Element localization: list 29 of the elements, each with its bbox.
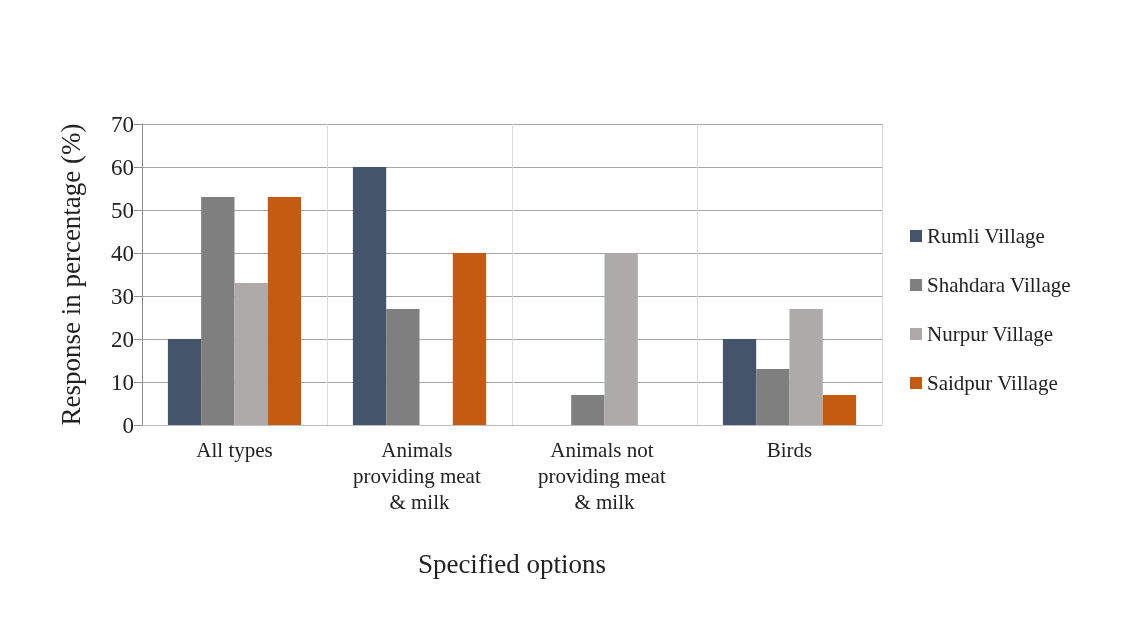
legend-label: Shahdara Village	[927, 273, 1071, 297]
x-tick-label: Animals not providing meat & milk	[538, 438, 671, 514]
bar	[822, 394, 857, 425]
x-tick-label: All types	[196, 438, 273, 462]
x-tick-label: Birds	[766, 438, 813, 462]
x-axis-title: Specified options	[417, 548, 607, 579]
bar	[352, 167, 387, 425]
bar	[756, 369, 790, 425]
y-tick-label: 50	[111, 197, 134, 223]
bar	[267, 197, 302, 425]
x-tick-label: Animals providing meat & milk	[353, 438, 486, 514]
y-tick-label: 60	[111, 154, 134, 180]
bar	[386, 308, 420, 425]
legend-label: Saidpur Village	[927, 371, 1058, 395]
bar	[167, 339, 202, 425]
legend-label: Nurpur Village	[927, 322, 1054, 346]
y-tick-label: 0	[122, 412, 134, 438]
legend-label: Rumli Village	[927, 224, 1045, 248]
bar	[234, 283, 268, 425]
bar	[722, 339, 757, 425]
bar	[201, 197, 235, 425]
y-tick-label: 40	[111, 240, 134, 266]
y-tick-label: 20	[111, 326, 134, 352]
bar	[452, 253, 487, 425]
y-tick-label: 30	[111, 283, 134, 309]
y-axis-title: Response in percentage (%)	[55, 123, 86, 426]
y-tick-label: 10	[111, 369, 134, 395]
y-tick-label: 70	[111, 111, 134, 137]
bar	[571, 394, 605, 425]
